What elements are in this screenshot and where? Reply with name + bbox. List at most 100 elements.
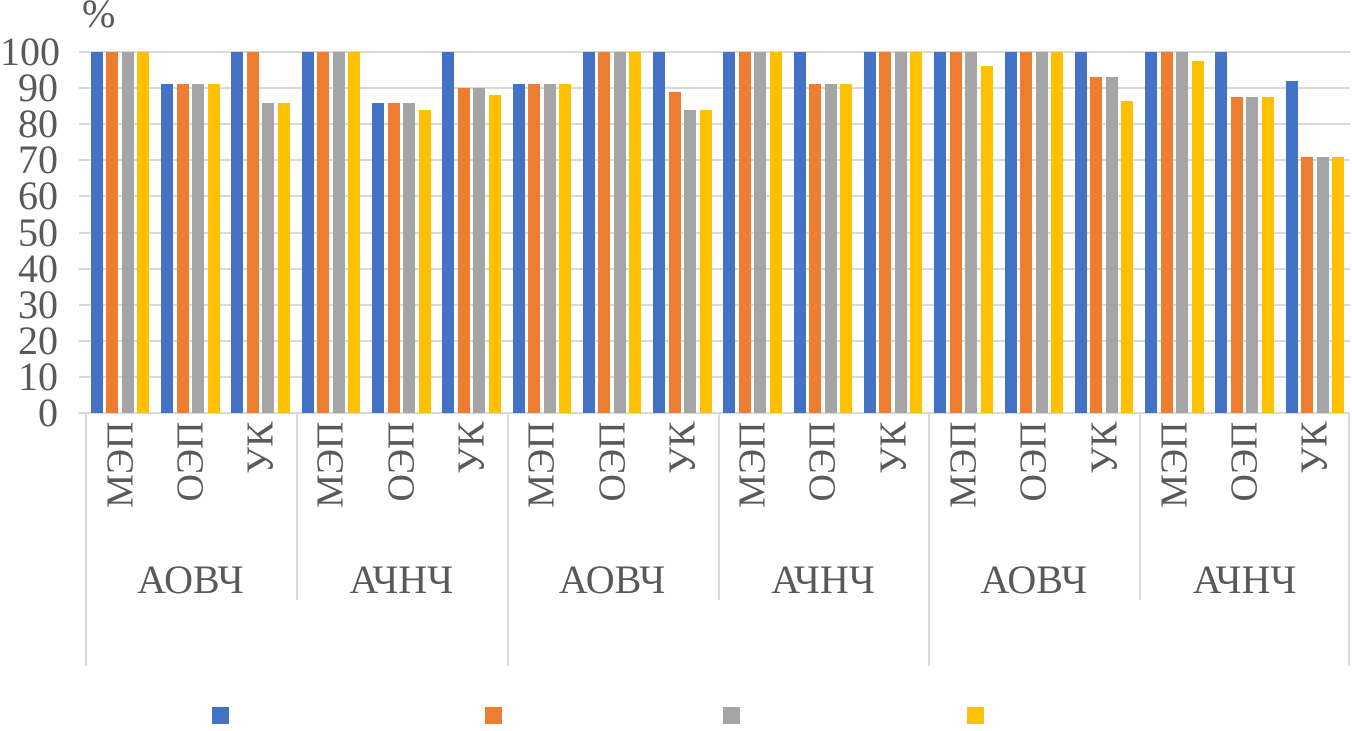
bar-АЧНЧ-ОЭП-s3 — [824, 84, 837, 413]
bar-АЧНЧ-МЭП-s4 — [348, 52, 361, 413]
bar-АОВЧ-УК-s3 — [262, 102, 275, 413]
y-axis-tick — [79, 231, 93, 234]
gridline-10 — [85, 375, 1350, 378]
bar-АОВЧ-ОЭП-s3 — [192, 84, 205, 413]
bar-АЧНЧ-ОЭП-s2 — [809, 84, 822, 413]
bar-АОВЧ-ОЭП-s2 — [598, 52, 611, 413]
bar-АЧНЧ-УК-s2 — [1301, 156, 1314, 413]
bar-АОВЧ-ОЭП-s1 — [1004, 52, 1017, 413]
y-axis-tick-label: 0 — [38, 390, 58, 435]
bar-АОВЧ-УК-s3 — [1105, 77, 1118, 413]
bar-АЧНЧ-МЭП-s1 — [301, 52, 314, 413]
x-axis-section-label: АОВЧ — [980, 557, 1087, 602]
bar-АЧНЧ-МЭП-s3 — [754, 52, 767, 413]
category-divider-outer — [85, 413, 87, 666]
y-axis-tick-label: 90 — [18, 65, 58, 111]
bar-АОВЧ-УК-s4 — [1121, 100, 1134, 413]
x-axis-group-label: МЭП — [99, 421, 142, 508]
category-divider-inner — [295, 413, 298, 600]
x-axis-group-label: УК — [1083, 421, 1126, 474]
bar-АОВЧ-ОЭП-s3 — [1035, 52, 1048, 413]
bar-АЧНЧ-МЭП-s2 — [1160, 52, 1173, 413]
bar-АЧНЧ-МЭП-s2 — [317, 52, 330, 413]
gridline-70 — [85, 159, 1350, 162]
gridline-100 — [85, 51, 1350, 53]
bar-АЧНЧ-МЭП-s4 — [769, 52, 782, 413]
bar-АЧНЧ-ОЭП-s4 — [840, 84, 853, 413]
x-axis-group-label: ОЭП — [380, 421, 423, 502]
x-axis-group-label: УК — [872, 421, 915, 474]
gridline-90 — [85, 87, 1350, 90]
gridline-80 — [85, 123, 1350, 126]
bar-АЧНЧ-ОЭП-s1 — [372, 102, 384, 413]
bar-АОВЧ-УК-s1 — [1074, 52, 1087, 413]
bar-АЧНЧ-ОЭП-s4 — [1261, 97, 1274, 413]
bar-АОВЧ-МЭП-s1 — [90, 52, 103, 413]
bar-АЧНЧ-ОЭП-s1 — [1215, 52, 1228, 413]
gridline-40 — [85, 267, 1350, 270]
y-axis-tick — [79, 51, 93, 53]
bar-АОВЧ-МЭП-s3 — [543, 84, 556, 413]
x-axis-group-label: ОЭП — [801, 421, 844, 502]
x-axis-group-label: УК — [661, 421, 704, 474]
y-axis-tick-label: 10 — [18, 353, 58, 399]
gridline-60 — [85, 195, 1350, 198]
y-axis-tick-label: 20 — [18, 317, 58, 363]
bar-АЧНЧ-МЭП-s2 — [738, 52, 751, 413]
y-axis-tick-label: 70 — [18, 137, 58, 183]
y-axis-tick-label: 50 — [18, 209, 58, 255]
bar-АЧНЧ-ОЭП-s2 — [1230, 97, 1243, 413]
bar-АЧНЧ-ОЭП-s3 — [403, 102, 415, 413]
y-axis-tick — [79, 303, 93, 306]
bar-АОВЧ-ОЭП-s4 — [629, 52, 642, 413]
bar-АОВЧ-МЭП-s3 — [965, 52, 978, 413]
category-divider-inner — [1139, 413, 1142, 600]
bar-АЧНЧ-УК-s4 — [1332, 156, 1345, 413]
category-divider-outer — [1348, 413, 1350, 666]
bar-АОВЧ-МЭП-s1 — [512, 84, 525, 413]
y-axis-unit-label: % — [82, 0, 116, 36]
x-axis-group-label: ОЭП — [1223, 421, 1266, 502]
bar-АЧНЧ-УК-s3 — [894, 52, 907, 413]
bar-АОВЧ-МЭП-s3 — [121, 52, 134, 413]
x-axis-group-label: МЭП — [731, 421, 774, 508]
x-axis-group-label: УК — [1293, 421, 1336, 474]
y-axis-tick-label: 60 — [18, 173, 58, 219]
gridline-50 — [85, 231, 1350, 234]
bar-АОВЧ-МЭП-s4 — [980, 66, 993, 413]
category-divider-outer — [928, 413, 931, 666]
x-axis-group-label: ОЭП — [1012, 421, 1055, 502]
x-axis-section-label: АОВЧ — [558, 557, 666, 602]
bar-АЧНЧ-УК-s1 — [863, 52, 876, 413]
x-axis-section-label: АЧНЧ — [349, 557, 454, 602]
bar-АОВЧ-МЭП-s2 — [949, 52, 962, 413]
y-axis-tick-label: 30 — [18, 281, 58, 327]
y-axis-tick — [79, 159, 93, 162]
x-axis-group-label: МЭП — [309, 421, 352, 508]
y-axis-tick — [79, 87, 93, 90]
bar-АОВЧ-ОЭП-s2 — [176, 84, 189, 413]
x-axis-group-label: ОЭП — [169, 421, 212, 502]
y-axis-tick-label: 100 — [0, 29, 60, 74]
bar-АЧНЧ-УК-s3 — [473, 88, 486, 413]
bar-АЧНЧ-УК-s3 — [1316, 156, 1329, 413]
bar-АОВЧ-МЭП-s4 — [559, 84, 572, 413]
x-axis-group-label: ОЭП — [591, 421, 634, 502]
bar-АОВЧ-УК-s4 — [277, 102, 290, 413]
legend-swatch-s4 — [967, 707, 984, 724]
bar-АЧНЧ-ОЭП-s2 — [387, 102, 400, 413]
bar-АЧНЧ-УК-s1 — [442, 52, 455, 413]
bar-АЧНЧ-МЭП-s3 — [1176, 52, 1189, 413]
x-axis-group-label: МЭП — [1153, 421, 1196, 508]
y-axis-tick — [79, 123, 93, 126]
bar-АОВЧ-УК-s3 — [684, 109, 697, 413]
bar-АОВЧ-ОЭП-s1 — [582, 52, 595, 413]
bar-АОВЧ-ОЭП-s4 — [207, 84, 220, 413]
x-axis-group-label: УК — [450, 421, 493, 474]
bar-АОВЧ-ОЭП-s1 — [161, 84, 174, 413]
bar-АЧНЧ-ОЭП-s1 — [793, 52, 806, 413]
bar-АЧНЧ-УК-s2 — [457, 88, 470, 413]
category-divider-outer — [506, 413, 509, 666]
y-axis-tick-label: 40 — [18, 245, 58, 291]
